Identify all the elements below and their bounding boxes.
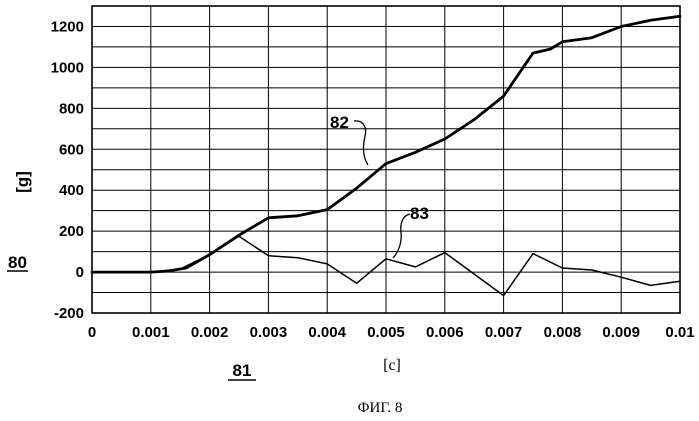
x-tick-label: 0.008 <box>544 324 582 341</box>
y-tick-label: 0 <box>76 264 84 281</box>
x-tick-label: 0 <box>88 324 96 341</box>
y-tick-label: 1200 <box>51 18 84 35</box>
y-tick-label: -200 <box>54 305 84 322</box>
axis-reference-numeral: 81 <box>233 361 252 380</box>
x-axis-label: [c] <box>383 357 401 374</box>
x-tick-label: 0.005 <box>367 324 405 341</box>
y-tick-label: 800 <box>59 100 84 117</box>
y-tick-label: 600 <box>59 141 84 158</box>
x-tick-label: 0.003 <box>250 324 288 341</box>
x-tick-label: 0.01 <box>665 324 694 341</box>
x-tick-label: 0.001 <box>132 324 170 341</box>
y-tick-label: 1000 <box>51 59 84 76</box>
y-axis-label: [g] <box>13 171 32 193</box>
x-tick-label: 0.007 <box>485 324 523 341</box>
series-82-leader <box>354 121 368 165</box>
x-tick-label: 0.002 <box>191 324 229 341</box>
x-tick-labels: 0 0.001 0.002 0.003 0.004 0.005 0.006 0.007 0.00… <box>88 324 695 341</box>
figure-reference-numeral: 80 <box>8 253 27 272</box>
x-tick-label: 0.006 <box>426 324 464 341</box>
series-82-label: 82 <box>330 113 349 132</box>
x-tick-label: 0.009 <box>602 324 640 341</box>
y-tick-labels: -200 0 200 400 600 800 1000 1200 <box>51 18 84 322</box>
figure-caption: ФИГ. 8 <box>358 400 403 416</box>
y-tick-label: 400 <box>59 182 84 199</box>
chart-grid <box>92 6 680 313</box>
x-tick-label: 0.004 <box>308 324 346 341</box>
y-tick-label: 200 <box>59 223 84 240</box>
series-83-label: 83 <box>410 204 429 223</box>
